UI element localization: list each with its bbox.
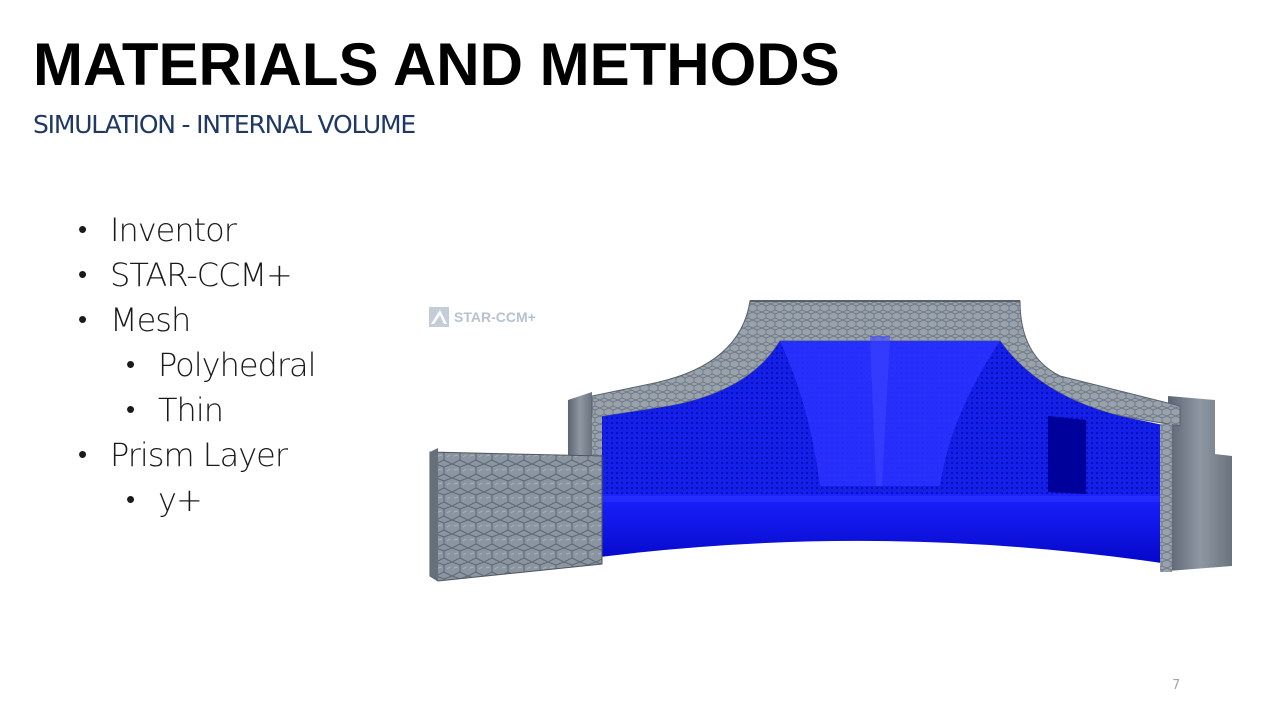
bullet-item: Mesh	[78, 298, 316, 343]
star-ccm-logo-icon	[429, 307, 449, 327]
bullet-list: Inventor STAR-CCM+ Mesh Polyhedral Thin …	[78, 208, 316, 523]
slide-subtitle: SIMULATION - INTERNAL VOLUME	[33, 110, 416, 139]
bullet-item: Inventor	[78, 208, 316, 253]
sub-bullet-item: Thin	[126, 388, 316, 433]
bullet-item: Prism Layer	[78, 433, 316, 478]
star-ccm-logo: STAR-CCM+	[428, 305, 536, 329]
slide-title: MATERIALS AND METHODS	[33, 31, 840, 98]
sub-bullet-item: Polyhedral	[126, 343, 316, 388]
bullet-item: STAR-CCM+	[78, 253, 316, 298]
mesh-rendering-image	[429, 300, 1232, 582]
sub-bullet-item: y+	[126, 478, 316, 523]
star-ccm-logo-text: STAR-CCM+	[454, 309, 536, 325]
page-number: 7	[1172, 678, 1181, 693]
